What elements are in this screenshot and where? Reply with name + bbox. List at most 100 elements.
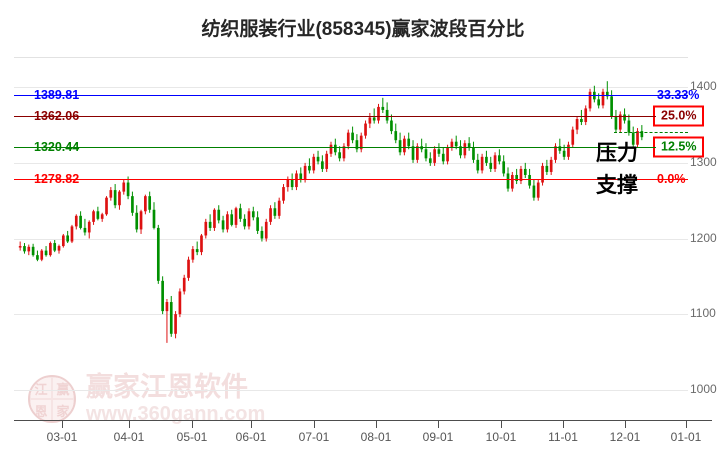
level-dash-left-pct_250 (92, 115, 112, 117)
x-axis-tick (192, 421, 193, 428)
candle-body (113, 190, 117, 206)
price-label-pct_250[interactable]: 1362.06 (34, 108, 80, 123)
candle-body (463, 143, 467, 156)
level-dash-right-pct_125 (634, 147, 656, 149)
candle-body (601, 91, 605, 106)
candle-body (204, 221, 208, 236)
candle-body (545, 165, 549, 172)
x-axis-tick-label: 03-01 (46, 430, 78, 444)
candle-body (381, 106, 385, 110)
x-axis-tick (62, 421, 63, 428)
candle-body (416, 146, 419, 160)
candle-body (394, 131, 398, 141)
candle-body (398, 140, 402, 153)
candle-body (295, 173, 298, 188)
candle-body (53, 243, 57, 251)
candle-body (536, 182, 540, 198)
candle-body (476, 159, 480, 171)
candle-body (96, 211, 100, 219)
candle-body (493, 155, 497, 169)
candle-body (359, 135, 363, 150)
candle-body (528, 174, 531, 186)
candle-body (631, 132, 635, 145)
candle-body (273, 208, 277, 216)
candle-body (169, 302, 173, 334)
candle-body (519, 168, 523, 182)
candle-body (66, 235, 69, 242)
candle-body (575, 119, 579, 130)
level-line-pct_250 (14, 115, 688, 117)
candle-body (441, 153, 445, 162)
candle-body (57, 246, 61, 251)
candle-body (428, 158, 432, 163)
annotation-resistance: 压力 (596, 142, 638, 165)
dotted-level-line-dotted_green (614, 131, 688, 133)
candle-body (407, 138, 411, 147)
candle-body (385, 109, 389, 121)
x-axis-tick-label: 01-01 (670, 430, 702, 444)
gridline (14, 238, 688, 240)
y-axis-tick-label: 1300 (690, 154, 717, 169)
candle-body (156, 227, 160, 281)
price-label-pct_0[interactable]: 1278.82 (34, 171, 80, 186)
price-label-pct_3333[interactable]: 1389.81 (34, 87, 80, 102)
candle-body (346, 132, 350, 147)
price-label-pct_125[interactable]: 1320.44 (34, 140, 80, 155)
candle-body (636, 131, 639, 145)
x-axis-tick-label: 10-01 (485, 430, 517, 444)
x-axis-tick-label: 09-01 (422, 430, 454, 444)
candle-body (18, 246, 22, 248)
x-axis-tick-label: 06-01 (235, 430, 267, 444)
candle-body (148, 196, 152, 210)
candle-body (174, 314, 177, 334)
candle-body (610, 96, 613, 116)
candle-body (251, 211, 255, 218)
candle-body (83, 227, 87, 233)
level-dash-right-pct_0 (634, 178, 656, 180)
candle-body (472, 147, 475, 160)
x-axis-tick (625, 421, 626, 428)
candle-body (424, 149, 428, 159)
candle-body (36, 255, 39, 260)
x-axis-tick-label: 08-01 (360, 430, 392, 444)
x-axis-tick-label: 11-01 (548, 430, 578, 444)
percent-label-pct_0[interactable]: 0.0% (657, 171, 686, 186)
x-axis-tick (501, 421, 502, 428)
candle-body (485, 156, 488, 163)
percent-label-pct_3333[interactable]: 33.33% (657, 87, 700, 102)
candle-body (532, 185, 536, 198)
candle-body (208, 221, 212, 228)
candle-body (489, 162, 493, 169)
candle-body (286, 179, 290, 188)
x-axis-tick-label: 04-01 (113, 430, 145, 444)
chart-plot-area (14, 57, 688, 420)
percent-label-pct_250[interactable]: 25.0% (653, 105, 705, 127)
candle-body (640, 131, 644, 138)
candle-body (567, 144, 570, 157)
candle-body (355, 140, 359, 150)
candle-body (541, 165, 544, 183)
candle-body (554, 146, 557, 160)
candle-body (498, 155, 501, 162)
candle-body (264, 221, 268, 239)
candle-body (549, 159, 553, 172)
y-axis-tick-label: 1100 (690, 306, 716, 321)
candle-body (450, 141, 454, 148)
candle-body (213, 209, 216, 228)
y-axis-tick-label: 1400 (690, 79, 717, 94)
candle-body (87, 221, 91, 233)
candle-body (92, 211, 95, 222)
percent-label-pct_125[interactable]: 12.5% (653, 136, 705, 158)
candle-body (372, 117, 376, 121)
candle-body (502, 161, 506, 174)
candle-body (562, 150, 566, 157)
candle-body (109, 190, 113, 198)
candle-body (588, 91, 592, 109)
candle-body (506, 173, 510, 189)
candle-body (135, 212, 139, 230)
candle-body (118, 191, 121, 206)
candle-body (277, 200, 281, 216)
candle-body (437, 149, 441, 154)
candle-body (260, 230, 264, 239)
candle-body (325, 153, 329, 169)
